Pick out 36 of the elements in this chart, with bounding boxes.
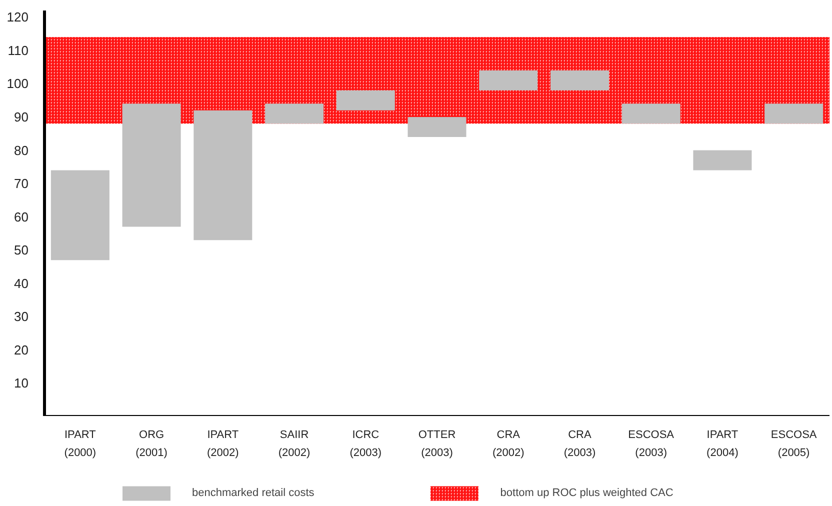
x-tick-label: IPART (2002) (207, 428, 239, 459)
x-tick-label: ESCOSA (2003) (628, 428, 675, 459)
bar (479, 70, 538, 90)
y-tick-label: 10 (14, 376, 29, 391)
x-tick-label: IPART (2004) (706, 428, 738, 459)
y-tick-label: 50 (14, 242, 29, 258)
bar (550, 70, 609, 90)
bar (693, 150, 752, 170)
x-tick-label: CRA (2002) (492, 428, 524, 459)
y-tick-label: 20 (14, 342, 29, 358)
y-tick-label: 60 (14, 209, 29, 224)
x-tick-label: CRA (2003) (564, 428, 596, 459)
x-tick-label: IPART (2000) (64, 428, 96, 459)
bar (265, 104, 324, 124)
y-tick-label: 110 (8, 42, 29, 58)
bar (194, 110, 252, 240)
bar (50, 170, 110, 260)
x-tick-label: ORG (2001) (136, 428, 168, 459)
y-tick-label: 30 (14, 309, 29, 324)
legend-label: benchmarked retail costs (192, 487, 314, 499)
x-tick-label: ESCOSA (2005) (770, 428, 818, 459)
x-tick-label: SAIIR (2002) (278, 428, 310, 459)
bar (336, 90, 395, 110)
y-tick-label: 80 (14, 142, 29, 158)
legend-label: bottom up ROC plus weighted CAC (500, 487, 674, 499)
bar (622, 104, 680, 124)
y-tick-label: 90 (14, 109, 29, 124)
y-tick-label: 40 (14, 276, 29, 291)
y-tick-label: 100 (6, 76, 29, 92)
bar (122, 104, 181, 227)
x-tick-label: ICRC (2003) (350, 428, 382, 459)
bar (408, 116, 466, 137)
x-tick-label: OTTER (2003) (418, 428, 456, 459)
y-tick-label: 70 (14, 176, 29, 192)
bar (764, 104, 824, 124)
y-tick-label: 120 (6, 10, 29, 25)
